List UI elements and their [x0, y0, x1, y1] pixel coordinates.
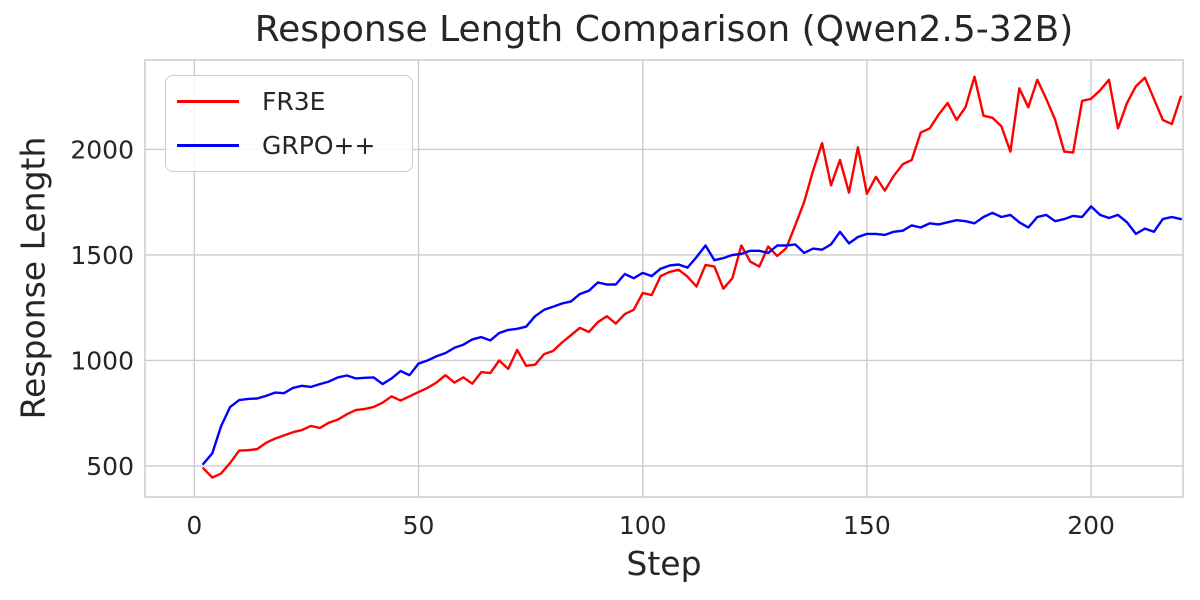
x-axis-label: Step [626, 544, 702, 583]
legend-label-fr3e: FR3E [262, 87, 326, 117]
series-line-grpo++ [202, 205, 1183, 466]
grpo-line-swatch [177, 143, 239, 147]
x-tick-label-200: 200 [1067, 511, 1115, 540]
y-tick-label-1500: 1500 [70, 241, 134, 270]
legend-label-grpo: GRPO++ [262, 130, 376, 160]
legend-item-grpo: GRPO++ [166, 124, 412, 166]
axes-frame [144, 59, 1184, 498]
chart-title: Response Length Comparison (Qwen2.5-32B) [254, 9, 1074, 50]
legend: FR3E GRPO++ [165, 75, 413, 172]
y-tick-label-1000: 1000 [70, 346, 134, 375]
x-tick-label-150: 150 [843, 511, 891, 540]
y-tick-label-2000: 2000 [70, 135, 134, 164]
y-tick-label-500: 500 [86, 452, 134, 481]
y-axis-label: Response Length [13, 136, 53, 420]
legend-item-fr3e: FR3E [166, 81, 412, 123]
x-tick-label-50: 50 [403, 511, 435, 540]
series-line-fr3e [202, 75, 1183, 479]
x-tick-label-0: 0 [186, 511, 202, 540]
fr3e-line-swatch [177, 100, 239, 104]
x-tick-label-100: 100 [619, 511, 667, 540]
